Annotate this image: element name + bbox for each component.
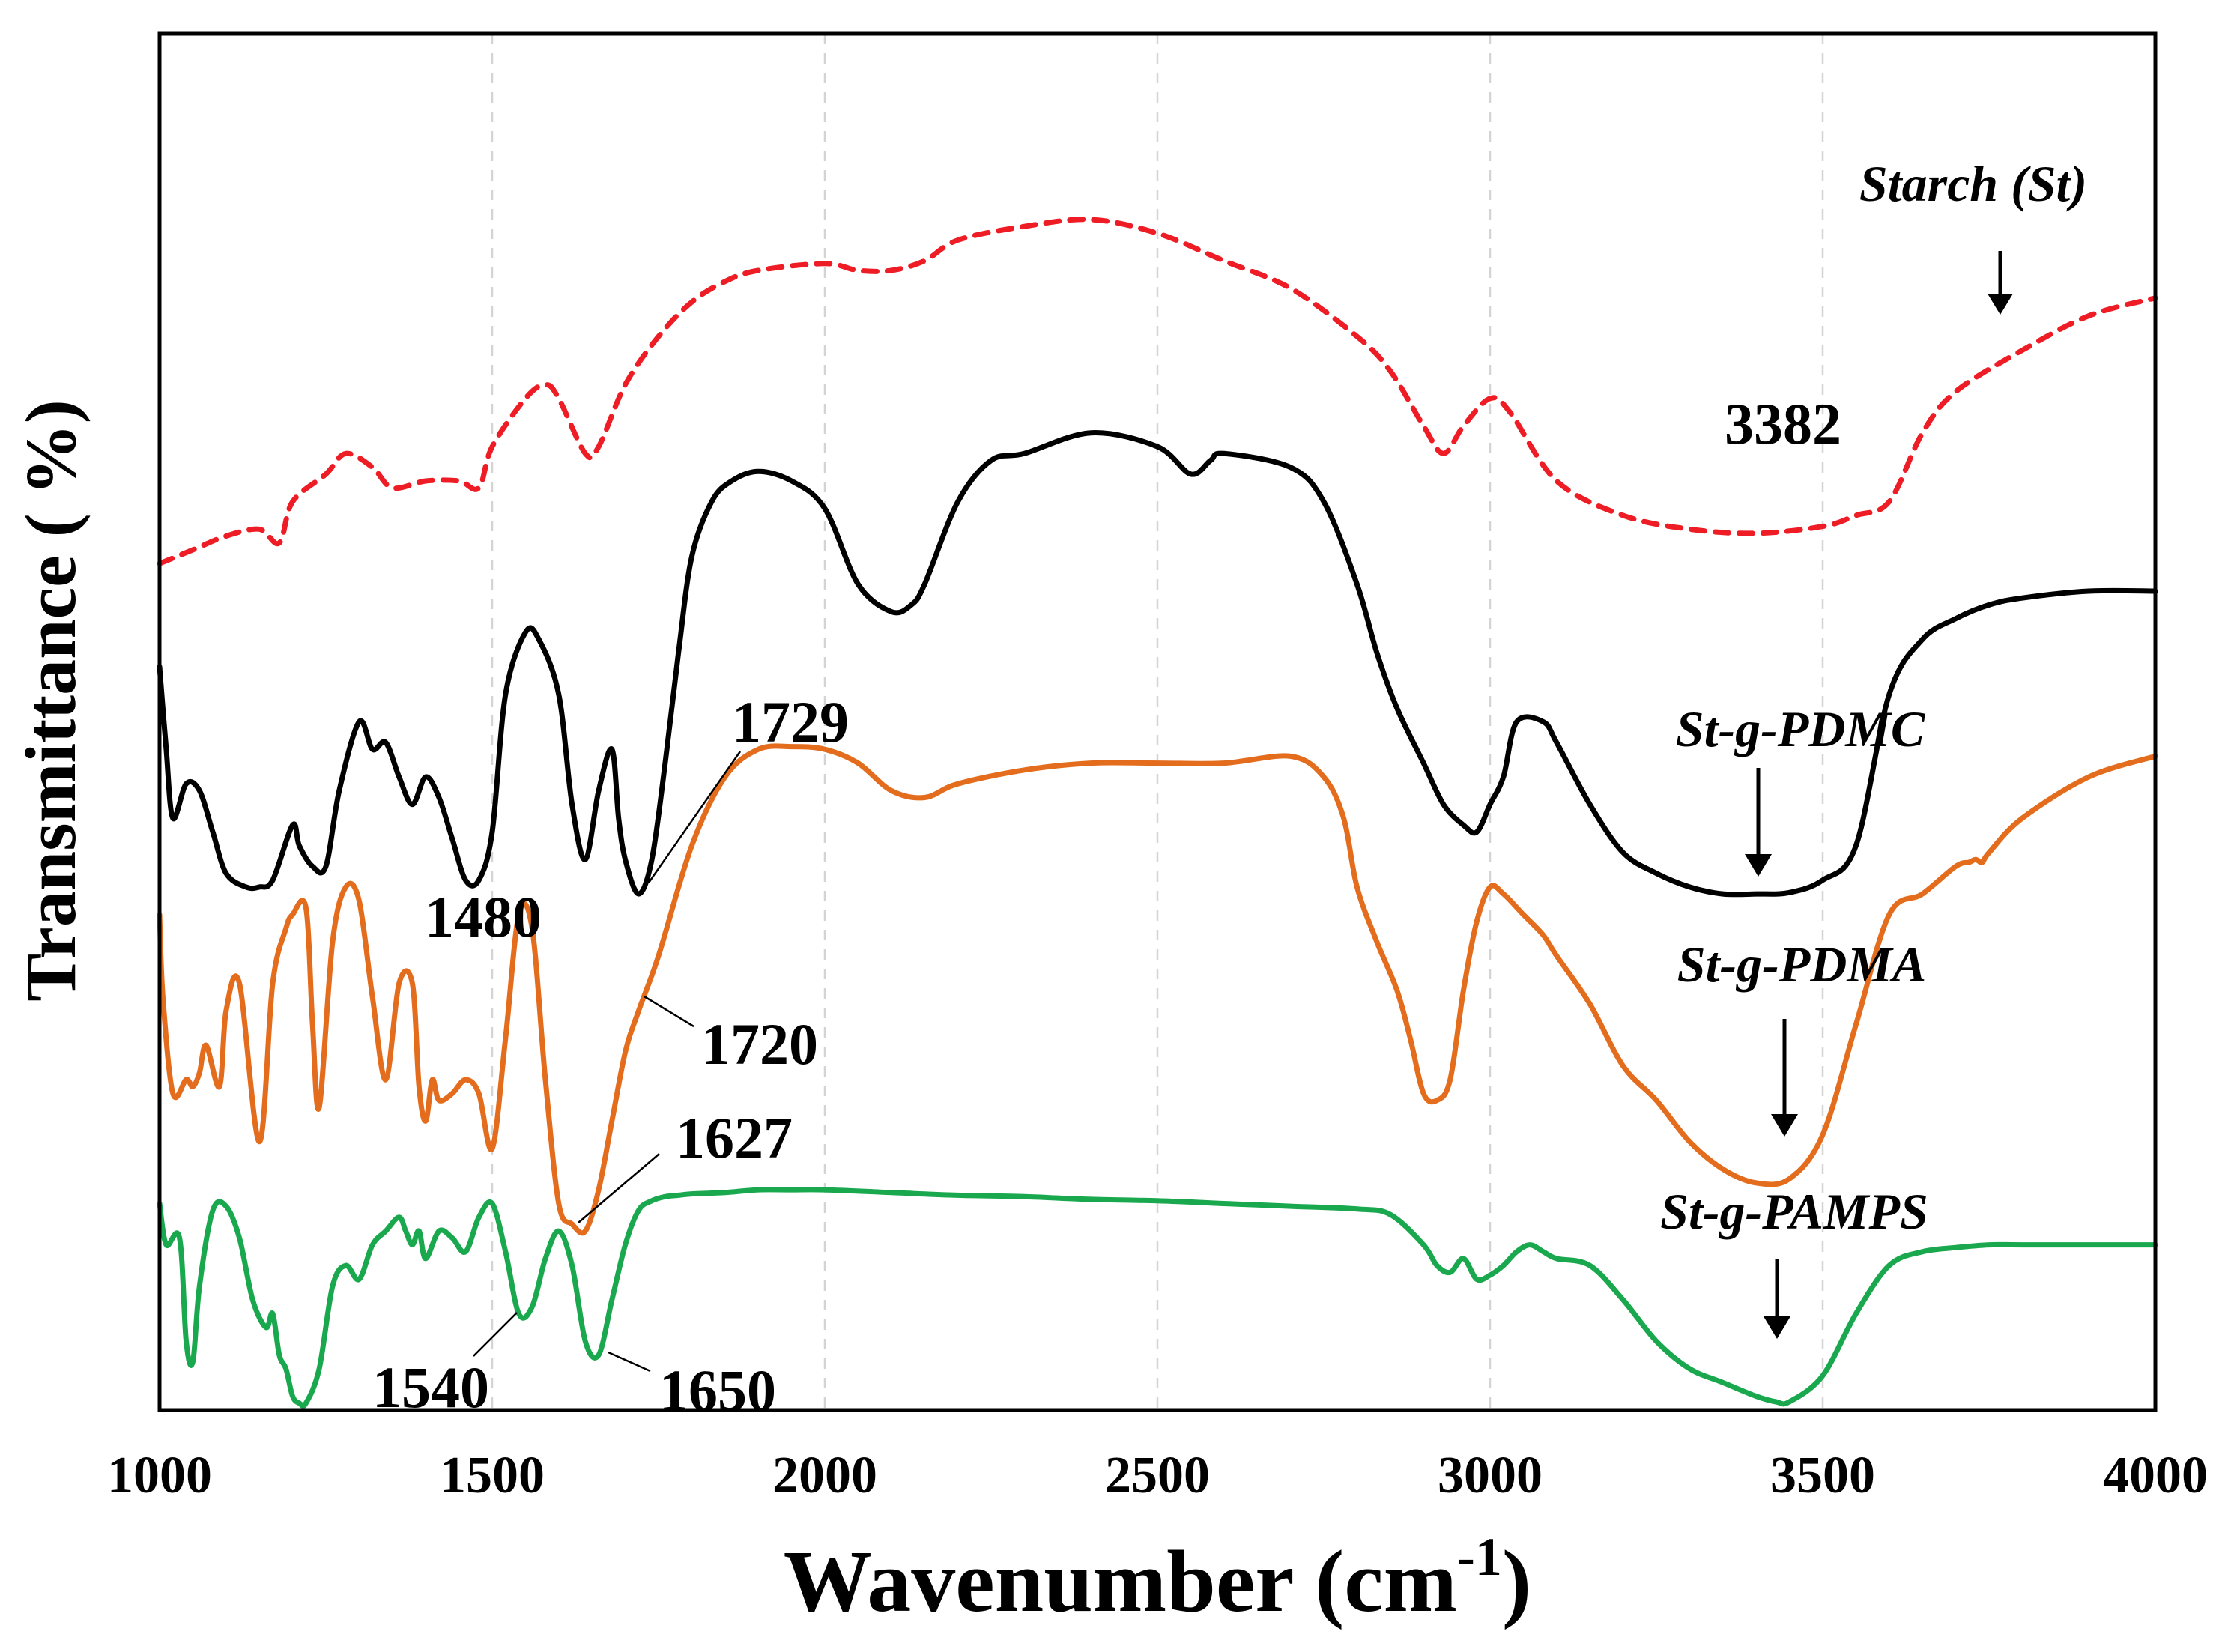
peak-label-1720: 1720 <box>701 1011 818 1077</box>
arrow-pdmc <box>1745 768 1772 877</box>
series-line-1 <box>157 217 2158 566</box>
x-axis-title: Wavenumber (cm-1) <box>784 1527 1531 1630</box>
x-axis-title-main: Wavenumber (cm <box>784 1532 1457 1630</box>
arrow-starch <box>1988 251 2013 315</box>
legend-label-starch: Starch (St) <box>1859 155 2087 212</box>
peak-leader-lines <box>473 751 742 1373</box>
peak-label-3382: 3382 <box>1725 391 1841 456</box>
x-tick-label-3500: 3500 <box>1770 1447 1875 1504</box>
x-tick-label-3000: 3000 <box>1438 1447 1543 1504</box>
x-tick-label-1000: 1000 <box>107 1447 212 1504</box>
x-axis-title-superscript: -1 <box>1457 1527 1502 1587</box>
legend-label-pdmc: St-g-PDMC <box>1676 701 1925 757</box>
x-tick-label-2000: 2000 <box>772 1447 877 1504</box>
series-line-3 <box>157 743 2158 1236</box>
peak-arrows <box>1745 251 2013 1339</box>
x-tick-label-2500: 2500 <box>1105 1447 1210 1504</box>
spectra <box>157 217 2158 1409</box>
x-tick-label-1500: 1500 <box>440 1447 545 1504</box>
series-line-2 <box>157 430 2158 898</box>
peak-label-1540: 1540 <box>372 1355 489 1420</box>
leader-1627 <box>578 1153 660 1223</box>
x-axis-title-close: ) <box>1502 1532 1531 1630</box>
vertical-grid <box>491 34 1824 1410</box>
leader-1729 <box>647 751 742 883</box>
legend-label-pdma: St-g-PDMA <box>1677 936 1926 993</box>
legend-label-pamps: St-g-PAMPS <box>1660 1183 1928 1240</box>
peak-label-1627: 1627 <box>676 1105 793 1170</box>
series-line-4 <box>157 1187 2158 1409</box>
leader-1540 <box>473 1312 518 1357</box>
y-axis-title: Transmittance ( %) <box>10 399 91 1001</box>
arrow-pdma <box>1771 1019 1798 1137</box>
peak-label-1729: 1729 <box>732 689 849 754</box>
arrow-pamps <box>1764 1259 1790 1339</box>
leader-1650 <box>608 1351 651 1373</box>
x-tick-label-4000: 4000 <box>2103 1447 2208 1504</box>
x-tick-labels: 1000 1500 2000 2500 3000 3500 4000 <box>107 1447 2208 1504</box>
plot-frame <box>157 31 2158 1412</box>
peak-label-1650: 1650 <box>659 1358 776 1423</box>
leader-1720 <box>644 995 694 1028</box>
peak-label-1480: 1480 <box>425 884 542 949</box>
